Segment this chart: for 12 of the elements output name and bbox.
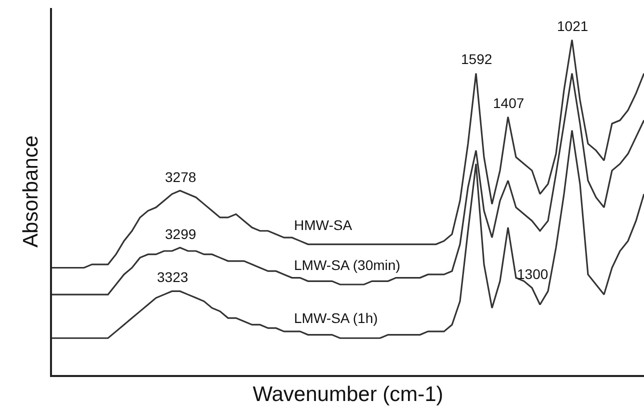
y-axis-title: Absorbance: [20, 135, 43, 248]
annotation: 3299: [165, 226, 196, 242]
annotation: 1407: [493, 95, 524, 111]
x-axis-title: Wavenumber (cm-1): [252, 383, 444, 406]
series-label: LMW-SA (1h): [294, 310, 378, 326]
annotation: 1592: [461, 51, 492, 67]
annotation: 3278: [165, 169, 196, 185]
annotation: 3323: [157, 269, 188, 285]
series-label: LMW-SA (30min): [294, 257, 400, 273]
annotation: 1300: [517, 266, 548, 282]
annotation: 1021: [557, 18, 588, 34]
series-label: HMW-SA: [294, 217, 353, 233]
